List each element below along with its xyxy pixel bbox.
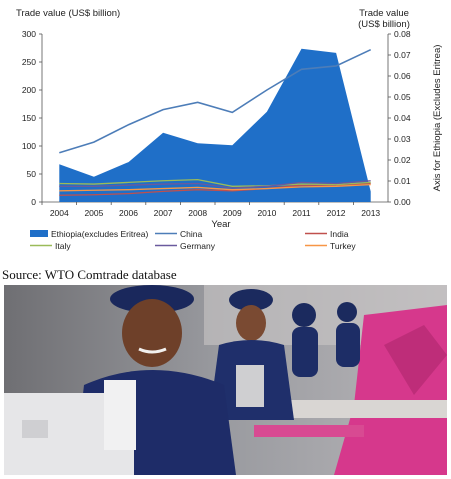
right-tick-label: 0.04 (394, 113, 411, 123)
x-tick-label: 2009 (223, 208, 242, 218)
left-tick-label: 200 (22, 85, 36, 95)
photo-illustration (4, 285, 447, 475)
series-line-india (59, 182, 371, 196)
right-axis-title-line1: Trade value (359, 8, 409, 19)
worker-body-4 (336, 323, 360, 367)
left-tick-label: 150 (22, 113, 36, 123)
x-tick-label: 2008 (188, 208, 207, 218)
worker-smile-1 (138, 347, 167, 354)
right-axis-title-line2: (US$ billion) (358, 19, 410, 30)
x-tick-label: 2012 (327, 208, 346, 218)
series-line-china (59, 48, 372, 154)
x-tick-label: 2005 (84, 208, 103, 218)
source-caption: Source: WTO Comtrade database (2, 267, 177, 282)
worker-cap-4 (337, 302, 357, 322)
right-tick-label: 0.05 (394, 92, 411, 102)
sewing-machine-head (104, 380, 136, 450)
series-line-italy (59, 178, 371, 187)
legend-india-label: India (330, 229, 349, 239)
legend-italy-label: Italy (55, 241, 71, 251)
left-tick-label: 100 (22, 141, 36, 151)
left-tick-label: 50 (27, 169, 37, 179)
left-axis-title: Trade value (US$ billion) (16, 8, 120, 19)
garment-workers-photo (4, 285, 447, 475)
right-tick-label: 0.02 (394, 155, 411, 165)
worker-cap-3 (292, 303, 316, 327)
legend-ethiopia-excludes-eritrea--swatch (30, 230, 48, 237)
sewing-machine-panel (22, 420, 48, 438)
plot-area: 0 50 100 150 200 250 300 0.00 0.01 0.02 0.03 0.04 0.… (22, 29, 411, 218)
worker-face-1 (122, 299, 182, 367)
worker-cap-2 (229, 289, 273, 311)
x-tick-label: 2004 (50, 208, 69, 218)
right-tick-label: 0.00 (394, 197, 411, 207)
x-tick-label: 2011 (292, 208, 311, 218)
chart-svg: Trade value (US$ billion) Trade value (U… (16, 8, 443, 251)
legend-china-label: China (180, 229, 202, 239)
worker-face-2 (236, 305, 266, 341)
pink-cloth-table (254, 425, 364, 437)
pink-fabric-fold (384, 325, 447, 395)
sewing-machine-2 (236, 365, 264, 407)
right-tick-label: 0.08 (394, 29, 411, 39)
right-tick-label: 0.06 (394, 71, 411, 81)
left-tick-label: 250 (22, 57, 36, 67)
left-tick-label: 0 (31, 197, 36, 207)
legend-germany-label: Germany (180, 241, 216, 251)
x-tick-label: 2010 (257, 208, 276, 218)
left-tick-label: 300 (22, 29, 36, 39)
legend: Ethiopia(excludes Eritrea) China India Ital… (30, 229, 356, 251)
legend-ethiopia-excludes-eritrea--label: Ethiopia(excludes Eritrea) (51, 229, 148, 239)
right-tick-label: 0.07 (394, 50, 411, 60)
legend-turkey-label: Turkey (330, 241, 356, 251)
x-axis-title: Year (211, 219, 230, 230)
x-tick-label: 2006 (119, 208, 138, 218)
x-tick-label: 2007 (154, 208, 173, 218)
worker-body-3 (292, 327, 318, 377)
right-tick-label: 0.03 (394, 134, 411, 144)
series-line-turkey (59, 183, 371, 192)
series-area-ethiopia (59, 48, 371, 203)
right-axis-side-label: Axis for Ethiopia (Excludes Eritrea) (432, 45, 443, 192)
trade-value-chart: Trade value (US$ billion) Trade value (U… (16, 8, 443, 251)
x-tick-label: 2013 (361, 208, 380, 218)
series-line-germany (59, 180, 371, 189)
right-tick-label: 0.01 (394, 176, 411, 186)
